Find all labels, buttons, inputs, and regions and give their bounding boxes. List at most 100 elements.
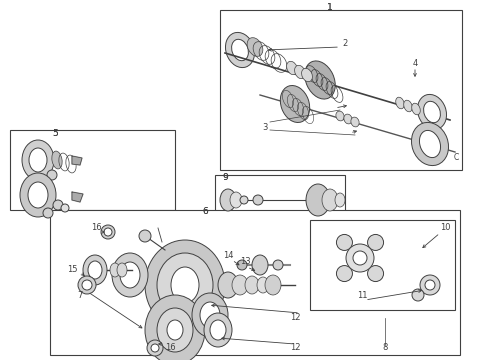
Text: 8: 8: [382, 343, 388, 352]
Text: 1: 1: [327, 4, 333, 13]
Ellipse shape: [336, 111, 344, 121]
Ellipse shape: [52, 151, 62, 169]
Text: 11: 11: [357, 291, 367, 300]
Ellipse shape: [265, 275, 281, 295]
Circle shape: [104, 228, 112, 236]
Ellipse shape: [419, 130, 441, 158]
Circle shape: [43, 208, 53, 218]
Text: 6: 6: [202, 207, 208, 216]
Ellipse shape: [192, 293, 228, 337]
Circle shape: [420, 275, 440, 295]
Circle shape: [412, 289, 424, 301]
Circle shape: [47, 170, 57, 180]
Ellipse shape: [20, 173, 56, 217]
Ellipse shape: [412, 103, 420, 115]
Bar: [215, 175, 345, 225]
Text: 5: 5: [52, 129, 58, 138]
Ellipse shape: [417, 94, 446, 130]
Ellipse shape: [232, 39, 248, 61]
Circle shape: [353, 251, 367, 265]
Ellipse shape: [29, 148, 47, 172]
Ellipse shape: [344, 114, 352, 124]
Text: 1: 1: [327, 4, 333, 13]
Circle shape: [240, 196, 248, 204]
Ellipse shape: [423, 101, 441, 123]
Circle shape: [147, 340, 163, 356]
Ellipse shape: [404, 100, 412, 112]
Ellipse shape: [120, 262, 140, 288]
Ellipse shape: [230, 192, 242, 208]
Ellipse shape: [83, 255, 107, 285]
Ellipse shape: [88, 261, 102, 279]
Text: 16: 16: [165, 343, 175, 352]
Ellipse shape: [396, 97, 404, 109]
Ellipse shape: [110, 263, 120, 277]
Ellipse shape: [225, 32, 254, 68]
Ellipse shape: [145, 240, 225, 330]
Ellipse shape: [257, 277, 269, 293]
Ellipse shape: [322, 189, 338, 211]
Circle shape: [151, 344, 159, 352]
Circle shape: [61, 204, 69, 212]
Text: 3: 3: [262, 122, 268, 131]
Text: 12: 12: [290, 343, 300, 352]
Text: 4: 4: [413, 58, 417, 68]
Ellipse shape: [301, 68, 313, 82]
Circle shape: [82, 280, 92, 290]
Circle shape: [253, 195, 263, 205]
Ellipse shape: [157, 253, 213, 317]
Ellipse shape: [112, 253, 148, 297]
Ellipse shape: [306, 184, 330, 216]
Circle shape: [368, 234, 384, 251]
Text: 2: 2: [343, 39, 347, 48]
Ellipse shape: [305, 61, 335, 99]
Text: 5: 5: [52, 129, 58, 138]
Ellipse shape: [351, 117, 359, 127]
Text: 15: 15: [67, 266, 77, 274]
Ellipse shape: [220, 189, 236, 211]
Ellipse shape: [245, 276, 259, 294]
Text: 10: 10: [440, 224, 450, 233]
Ellipse shape: [280, 86, 310, 122]
Ellipse shape: [252, 255, 268, 275]
Ellipse shape: [287, 61, 297, 75]
Ellipse shape: [210, 320, 226, 340]
Bar: [10, 130, 175, 210]
Ellipse shape: [167, 320, 183, 340]
Ellipse shape: [232, 275, 248, 295]
Bar: [50, 210, 460, 355]
Circle shape: [273, 260, 283, 270]
Text: 6: 6: [202, 207, 208, 216]
Text: 13: 13: [240, 257, 250, 266]
Text: 16: 16: [91, 224, 101, 233]
Ellipse shape: [157, 308, 193, 352]
Circle shape: [53, 200, 63, 210]
Circle shape: [368, 266, 384, 282]
Ellipse shape: [204, 313, 232, 347]
Text: 12: 12: [290, 312, 300, 321]
Ellipse shape: [200, 302, 220, 328]
Circle shape: [346, 244, 374, 272]
Polygon shape: [72, 192, 83, 202]
Ellipse shape: [171, 267, 199, 303]
Circle shape: [78, 276, 96, 294]
Ellipse shape: [335, 193, 345, 207]
Ellipse shape: [412, 122, 448, 166]
Text: 7: 7: [77, 291, 83, 300]
Ellipse shape: [22, 140, 54, 180]
Circle shape: [101, 225, 115, 239]
Circle shape: [337, 234, 352, 251]
Circle shape: [139, 230, 151, 242]
Ellipse shape: [247, 38, 263, 57]
Ellipse shape: [294, 65, 305, 79]
Text: C: C: [453, 153, 459, 162]
Ellipse shape: [117, 263, 127, 277]
Circle shape: [425, 280, 435, 290]
Text: 14: 14: [223, 251, 233, 260]
Circle shape: [237, 260, 247, 270]
Bar: [220, 10, 462, 170]
Polygon shape: [72, 156, 82, 165]
Ellipse shape: [218, 272, 238, 298]
Ellipse shape: [28, 182, 48, 208]
Text: 9: 9: [222, 174, 228, 183]
